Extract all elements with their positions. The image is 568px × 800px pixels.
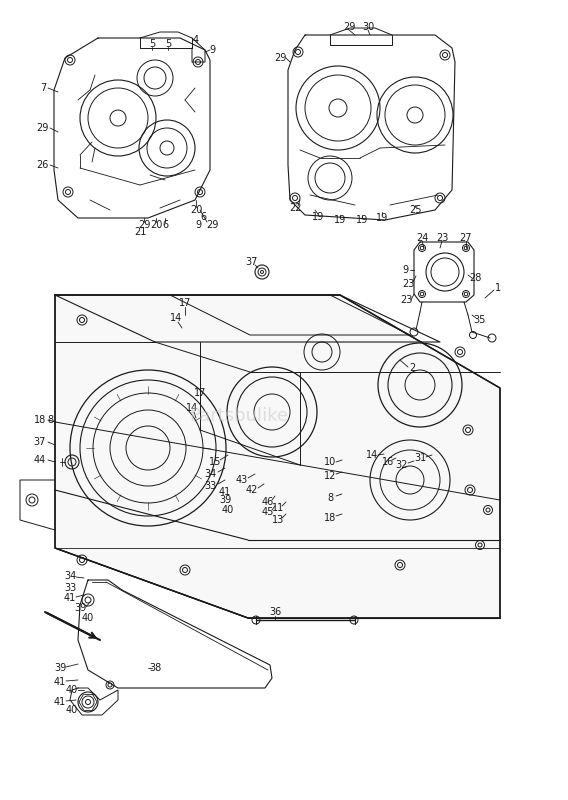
Text: 17: 17	[179, 298, 191, 308]
Text: 9: 9	[209, 45, 215, 55]
Text: 1: 1	[495, 283, 501, 293]
Text: 14: 14	[186, 403, 198, 413]
Text: 32: 32	[396, 460, 408, 470]
Text: 7: 7	[40, 83, 46, 93]
Text: 23: 23	[436, 233, 448, 243]
Text: 10: 10	[324, 457, 336, 467]
Text: 41: 41	[219, 487, 231, 497]
Text: 45: 45	[262, 507, 274, 517]
Text: 44: 44	[34, 455, 46, 465]
Text: 2: 2	[409, 363, 415, 373]
Text: 21: 21	[134, 227, 146, 237]
Text: 19: 19	[356, 215, 368, 225]
Text: 17: 17	[194, 388, 206, 398]
Text: 4: 4	[193, 35, 199, 45]
Text: 27: 27	[460, 233, 472, 243]
Text: 37: 37	[34, 437, 46, 447]
Text: 18: 18	[34, 415, 46, 425]
Text: 29: 29	[343, 22, 355, 32]
Text: 41: 41	[54, 697, 66, 707]
Text: 23: 23	[402, 279, 414, 289]
Text: 39: 39	[74, 603, 86, 613]
Text: 33: 33	[64, 583, 76, 593]
Text: Partsbulike: Partsbulike	[189, 407, 288, 425]
Text: 38: 38	[149, 663, 161, 673]
Text: 16: 16	[382, 457, 394, 467]
Text: 14: 14	[366, 450, 378, 460]
Text: 29: 29	[206, 220, 218, 230]
Text: 9: 9	[402, 265, 408, 275]
Text: 8: 8	[47, 415, 53, 425]
Text: 15: 15	[209, 457, 221, 467]
Text: 13: 13	[272, 515, 284, 525]
Text: 36: 36	[269, 607, 281, 617]
Text: 22: 22	[289, 203, 301, 213]
Text: 19: 19	[334, 215, 346, 225]
Text: 6: 6	[200, 212, 206, 222]
Text: 41: 41	[64, 593, 76, 603]
Text: 12: 12	[324, 471, 336, 481]
Text: 39: 39	[54, 663, 66, 673]
Text: 29: 29	[138, 220, 150, 230]
Text: 8: 8	[327, 493, 333, 503]
Text: 28: 28	[469, 273, 481, 283]
Text: 40: 40	[66, 685, 78, 695]
Text: 46: 46	[262, 497, 274, 507]
Text: 24: 24	[416, 233, 428, 243]
Text: 43: 43	[236, 475, 248, 485]
Text: 6: 6	[162, 220, 168, 230]
Text: 18: 18	[324, 513, 336, 523]
Text: 25: 25	[409, 205, 421, 215]
Text: 20: 20	[190, 205, 202, 215]
Text: 35: 35	[474, 315, 486, 325]
Text: 33: 33	[204, 481, 216, 491]
Text: 41: 41	[54, 677, 66, 687]
Text: 11: 11	[272, 503, 284, 513]
Text: 40: 40	[82, 613, 94, 623]
Text: 5: 5	[165, 39, 171, 49]
Text: 37: 37	[246, 257, 258, 267]
Text: 20: 20	[150, 220, 162, 230]
Polygon shape	[55, 295, 500, 618]
Text: 39: 39	[219, 495, 231, 505]
Text: 5: 5	[149, 39, 155, 49]
Text: 42: 42	[246, 485, 258, 495]
Text: 29: 29	[274, 53, 286, 63]
Text: 34: 34	[204, 469, 216, 479]
Text: 40: 40	[222, 505, 234, 515]
Text: 9: 9	[195, 220, 201, 230]
Text: 14: 14	[170, 313, 182, 323]
Text: 29: 29	[36, 123, 48, 133]
Text: 26: 26	[36, 160, 48, 170]
Text: 19: 19	[376, 213, 388, 223]
Text: 40: 40	[66, 705, 78, 715]
Text: 30: 30	[362, 22, 374, 32]
Text: 19: 19	[312, 212, 324, 222]
Text: 23: 23	[400, 295, 412, 305]
Text: 31: 31	[414, 453, 426, 463]
Text: 34: 34	[64, 571, 76, 581]
